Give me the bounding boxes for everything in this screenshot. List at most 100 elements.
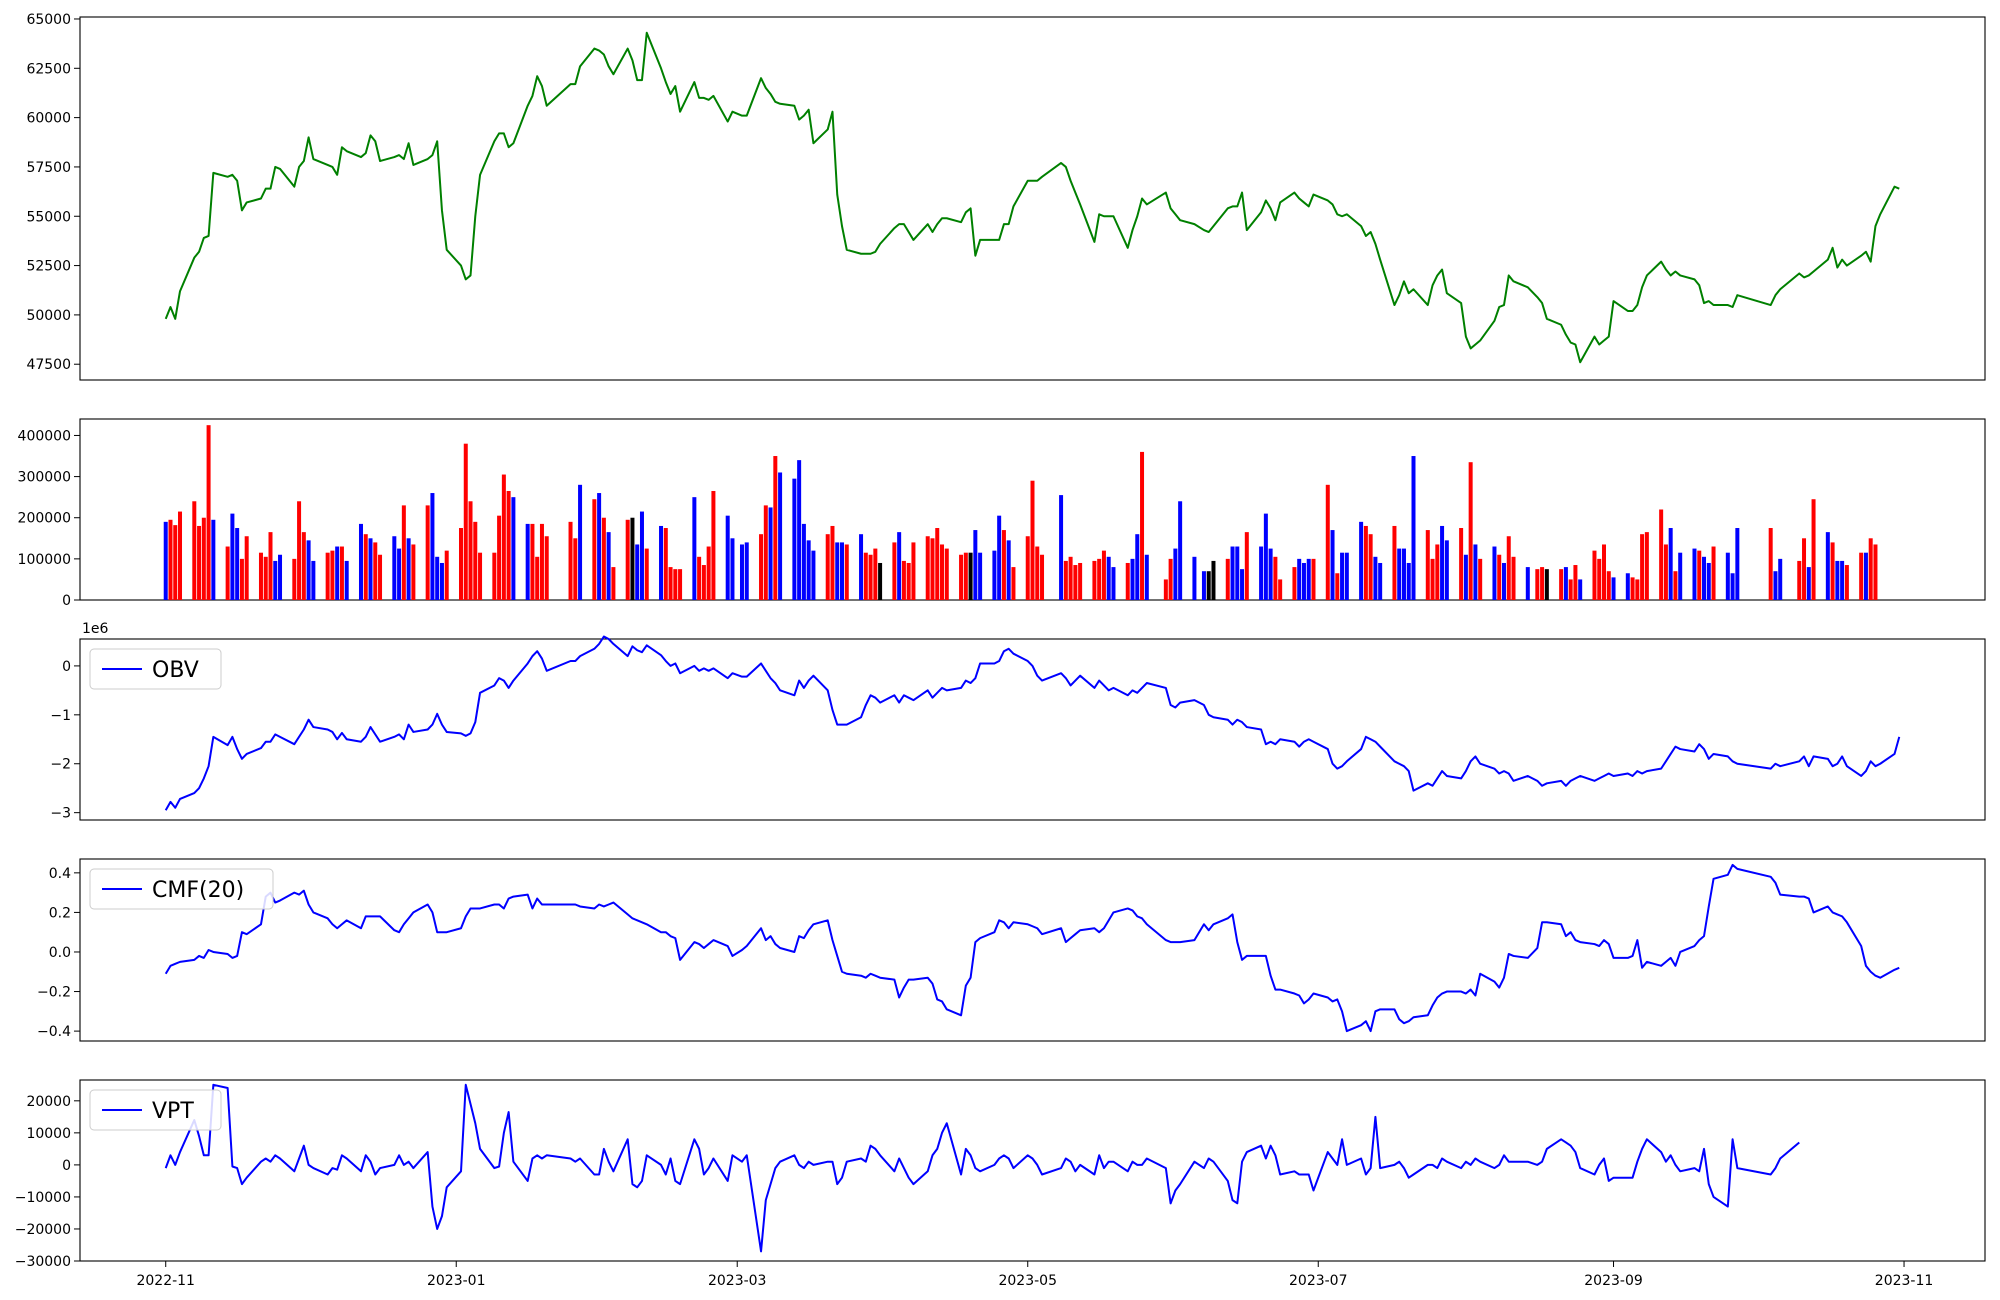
volume-bar xyxy=(930,538,935,600)
volume-bar xyxy=(463,443,468,600)
volume-bar xyxy=(1106,556,1111,600)
y-tick-label: 10000 xyxy=(26,1126,71,1142)
volume-bar xyxy=(1630,577,1635,600)
volume-bar xyxy=(773,456,778,600)
volume-bar xyxy=(1844,565,1849,600)
volume-bar xyxy=(1073,565,1078,600)
volume-bar xyxy=(968,552,973,600)
volume-bar xyxy=(173,525,178,600)
volume-bar xyxy=(411,544,416,600)
y-tick-label: 65000 xyxy=(26,12,71,28)
volume-bar xyxy=(1544,569,1549,600)
volume-bar xyxy=(258,552,263,600)
volume-bar xyxy=(263,556,268,600)
volume-bar xyxy=(1863,552,1868,600)
volume-bar xyxy=(1273,556,1278,600)
volume-bar xyxy=(1640,534,1645,600)
legend-label: CMF(20) xyxy=(152,878,244,903)
y-tick-label: 57500 xyxy=(26,160,71,176)
volume-bar xyxy=(1025,536,1030,600)
volume-bar xyxy=(873,548,878,600)
panel-obv: −3 −2 −1 0 1e6 OBV xyxy=(50,621,1986,822)
volume-bar xyxy=(1297,558,1302,600)
y-tick-label: −0.4 xyxy=(37,1024,71,1040)
volume-bar xyxy=(1678,552,1683,600)
volume-bar xyxy=(1663,544,1668,600)
volume-bar xyxy=(497,515,502,600)
volume-bar xyxy=(835,542,840,600)
x-tick-label: 2023-09 xyxy=(1584,1273,1643,1289)
volume-bar xyxy=(868,554,873,600)
volume-bar xyxy=(1311,558,1316,600)
volume-bar xyxy=(1330,530,1335,600)
volume-bar xyxy=(706,546,711,600)
volume-bar xyxy=(1059,495,1064,600)
volume-bar xyxy=(473,521,478,600)
volume-bar xyxy=(1040,554,1045,600)
volume-bar xyxy=(1373,556,1378,600)
x-tick-label: 2023-01 xyxy=(427,1273,486,1289)
volume-bar xyxy=(768,507,773,600)
volume-bar xyxy=(1392,525,1397,600)
volume-bar xyxy=(368,538,373,600)
volume-bar xyxy=(963,552,968,600)
panel-volume: 0 100000 200000 300000 400000 xyxy=(18,418,1986,609)
y-tick-label: −2 xyxy=(50,757,71,773)
volume-bar xyxy=(1130,558,1135,600)
volume-bar xyxy=(363,534,368,600)
volume-bar xyxy=(1001,530,1006,600)
volume-bar xyxy=(235,528,240,600)
volume-bar xyxy=(811,550,816,600)
panel-cmf: −0.4 −0.2 0.0 0.2 0.4 CMF(20) xyxy=(37,858,1986,1042)
volume-bar xyxy=(325,552,330,600)
y-tick-label: 55000 xyxy=(26,209,71,225)
volume-bar xyxy=(1811,499,1816,600)
legend-box xyxy=(89,1089,222,1131)
volume-bar xyxy=(944,548,949,600)
volume-bar xyxy=(959,554,964,600)
volume-bar xyxy=(392,536,397,600)
volume-bar xyxy=(1602,544,1606,600)
volume-bar xyxy=(1011,567,1016,600)
volume-bar xyxy=(1730,573,1735,600)
volume-bar xyxy=(1092,560,1097,600)
volume-bar xyxy=(1825,532,1830,600)
volume-bar xyxy=(1535,569,1540,600)
volume-bar xyxy=(1140,451,1145,600)
volume-bar xyxy=(197,525,202,600)
volume-bar xyxy=(1768,528,1773,600)
volume-bar xyxy=(1506,536,1511,600)
volume-bar xyxy=(1111,567,1116,600)
volume-bar xyxy=(992,550,997,600)
volume-bar xyxy=(1101,550,1106,600)
volume-bar xyxy=(1778,558,1783,600)
volume-bar xyxy=(1244,532,1249,600)
volume-bar xyxy=(1868,538,1873,600)
x-tick-label: 2023-07 xyxy=(1289,1273,1348,1289)
volume-bar xyxy=(1473,544,1478,600)
y-tick-label: 200000 xyxy=(18,511,71,527)
x-tick-label: 2022-11 xyxy=(136,1273,195,1289)
volume-bar xyxy=(1625,573,1630,600)
volume-bar xyxy=(1635,579,1640,600)
volume-bar xyxy=(578,484,583,600)
volume-bar xyxy=(206,425,211,600)
volume-bar xyxy=(468,501,473,600)
volume-bar xyxy=(444,550,449,600)
volume-bar xyxy=(763,505,768,600)
volume-bar xyxy=(230,513,235,600)
volume-bar xyxy=(1368,534,1373,600)
volume-bar xyxy=(1840,560,1845,600)
axes-frame xyxy=(79,16,1986,381)
volume-bar xyxy=(1292,567,1297,600)
volume-bar xyxy=(1278,579,1283,600)
volume-bar xyxy=(539,523,544,600)
volume-bar xyxy=(1325,484,1330,600)
volume-bar xyxy=(1192,556,1197,600)
volume-bar xyxy=(659,525,664,600)
volume-bar xyxy=(1540,567,1545,600)
volume-bar xyxy=(211,519,216,600)
volume-bar xyxy=(339,546,344,600)
volume-bar xyxy=(378,554,383,600)
